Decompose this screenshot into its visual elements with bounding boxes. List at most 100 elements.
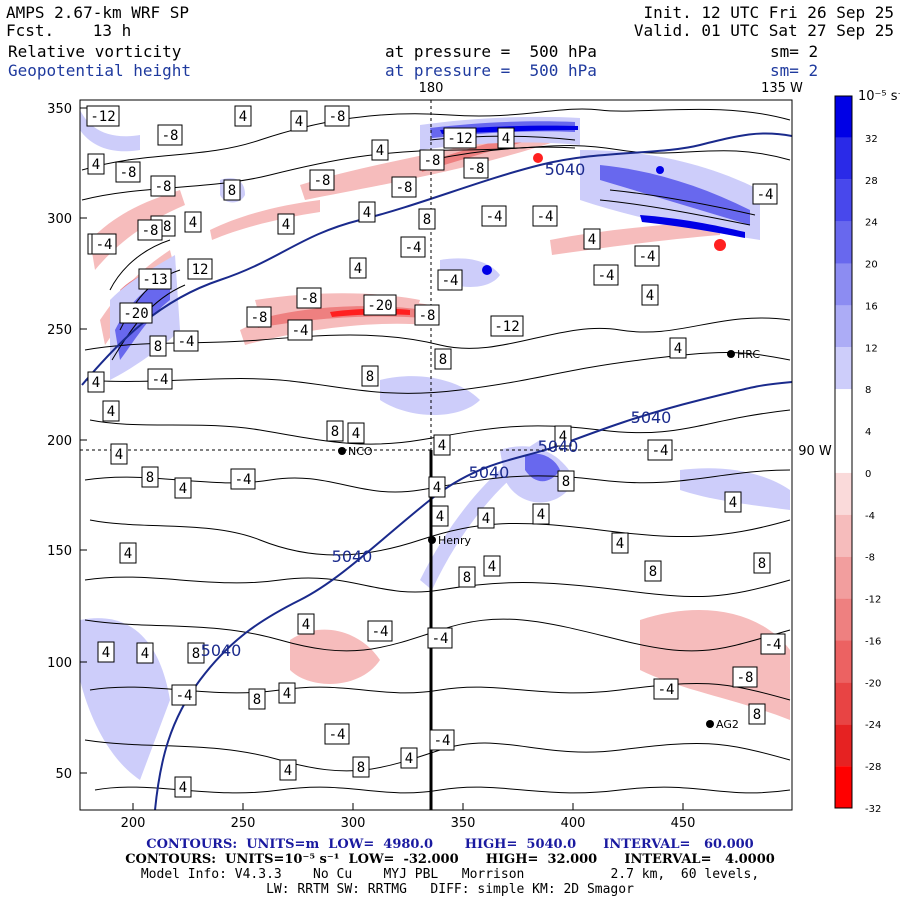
colorbar: 32 28 24 20 16 12 8 4 0 -4 -8 -12 -16 -20 -24 -28 -32 xyxy=(834,95,881,815)
colorbar-segment xyxy=(835,263,852,306)
forecast-hour: Fcst. 13 h xyxy=(6,21,132,40)
footer-vorticity-contours: CONTOURS: UNITS=10⁻⁵ s⁻¹ LOW= -32.000 HI… xyxy=(125,852,775,867)
svg-text:-20: -20 xyxy=(123,306,148,322)
vorticity-label: -20 xyxy=(119,302,153,324)
svg-text:8: 8 xyxy=(562,474,570,490)
svg-text:-4: -4 xyxy=(765,637,782,653)
vorticity-label: -13 xyxy=(138,268,172,290)
svg-text:-8: -8 xyxy=(155,179,172,195)
vorticity-label: 4 xyxy=(371,139,389,161)
svg-text:4: 4 xyxy=(354,261,362,277)
svg-text:4: 4 xyxy=(189,215,197,231)
field1-smoothing: sm= 2 xyxy=(770,42,819,61)
height-labels: 5040 5040 5040 5040 5040 5040 xyxy=(201,160,672,660)
svg-text:8: 8 xyxy=(758,556,766,572)
x-tick-label: 300 xyxy=(341,816,366,831)
vorticity-label: 4 xyxy=(554,425,572,447)
init-time: Init. 12 UTC Fri 26 Sep 25 xyxy=(643,3,894,22)
height-contour-label: 5040 xyxy=(469,463,510,482)
stations: HRC NCO Henry AG2 xyxy=(338,348,760,731)
vorticity-label: 12 xyxy=(187,258,213,280)
height-contour-label: 5040 xyxy=(332,547,373,566)
svg-text:-4: -4 xyxy=(372,624,389,640)
vorticity-label: -4 xyxy=(760,633,786,655)
colorbar-label: -28 xyxy=(865,762,881,773)
svg-text:4: 4 xyxy=(436,509,444,525)
vorticity-label: 8 xyxy=(361,365,379,387)
vorticity-label: 4 xyxy=(583,228,601,250)
colorbar-label: -16 xyxy=(865,636,881,647)
vorticity-label: -4 xyxy=(532,205,558,227)
vorticity-label: -8 xyxy=(419,149,445,171)
colorbar-unit: 10⁻⁵ s⁻¹ xyxy=(858,89,900,104)
svg-text:-4: -4 xyxy=(652,443,669,459)
lon-label-90w: 90 W xyxy=(798,444,832,459)
colorbar-label: 4 xyxy=(865,427,871,438)
svg-text:-4: -4 xyxy=(176,688,193,704)
svg-text:-4: -4 xyxy=(178,334,195,350)
svg-text:-4: -4 xyxy=(235,472,252,488)
vorticity-label: 4 xyxy=(297,613,315,635)
vorticity-label: 4 xyxy=(119,542,137,564)
vorticity-label: 4 xyxy=(110,443,128,465)
svg-text:8: 8 xyxy=(154,339,162,355)
svg-text:-20: -20 xyxy=(367,298,392,314)
svg-text:4: 4 xyxy=(482,511,490,527)
vorticity-label: -4 xyxy=(400,236,426,258)
x-tick-label: 450 xyxy=(671,816,696,831)
svg-text:4: 4 xyxy=(124,546,132,562)
colorbar-label: 24 xyxy=(865,218,878,229)
svg-text:8: 8 xyxy=(366,369,374,385)
svg-text:4: 4 xyxy=(729,495,737,511)
colorbar-segment xyxy=(835,724,852,767)
x-axis-ticks: 200 250 300 350 400 450 xyxy=(121,803,696,831)
svg-text:4: 4 xyxy=(102,645,110,661)
valid-time: Valid. 01 UTC Sat 27 Sep 25 xyxy=(633,21,894,40)
colorbar-segment xyxy=(835,347,852,390)
svg-text:-4: -4 xyxy=(434,733,451,749)
svg-text:4: 4 xyxy=(92,375,100,391)
vorticity-label: 4 xyxy=(234,105,252,127)
vorticity-label: -8 xyxy=(296,287,322,309)
vorticity-label: -4 xyxy=(647,439,673,461)
vorticity-label: 4 xyxy=(184,211,202,233)
colorbar-segment xyxy=(835,431,852,473)
vorticity-label: 8 xyxy=(352,756,370,778)
field2-name: Geopotential height xyxy=(8,61,192,80)
vorticity-label: -8 xyxy=(150,175,176,197)
y-axis-ticks: 350 300 250 200 150 100 50 xyxy=(47,102,87,782)
svg-text:-4: -4 xyxy=(405,240,422,256)
vorticity-label: 4 xyxy=(278,682,296,704)
colorbar-label: 0 xyxy=(865,469,871,480)
model-title: AMPS 2.67-km WRF SP xyxy=(6,3,190,22)
y-tick-label: 350 xyxy=(47,102,72,117)
vorticity-label: 4 xyxy=(97,641,115,663)
svg-text:-12: -12 xyxy=(447,131,472,147)
svg-text:4: 4 xyxy=(239,109,247,125)
x-tick-label: 200 xyxy=(121,816,146,831)
svg-text:-12: -12 xyxy=(494,319,519,335)
vorticity-label: -4 xyxy=(752,183,778,205)
svg-text:8: 8 xyxy=(423,212,431,228)
svg-text:4: 4 xyxy=(284,763,292,779)
svg-text:4: 4 xyxy=(559,429,567,445)
svg-text:-8: -8 xyxy=(142,223,159,239)
height-contour-label: 5040 xyxy=(545,160,586,179)
svg-text:-4: -4 xyxy=(486,209,503,225)
vorticity-label: 4 xyxy=(102,400,120,422)
svg-text:4: 4 xyxy=(646,288,654,304)
colorbar-segment xyxy=(835,766,852,808)
vorticity-label: 8 xyxy=(149,335,167,357)
colorbar-label: -32 xyxy=(865,804,881,815)
height-contour-label: 5040 xyxy=(538,437,579,456)
vorticity-label: -8 xyxy=(414,304,440,326)
colorbar-segment xyxy=(835,96,852,138)
svg-text:4: 4 xyxy=(616,536,624,552)
colorbar-segment xyxy=(835,556,852,599)
vorticity-label: -8 xyxy=(157,124,183,146)
vorticity-label: 4 xyxy=(611,532,629,554)
svg-text:-4: -4 xyxy=(658,682,675,698)
field2-smoothing: sm= 2 xyxy=(770,61,819,80)
lon-label-135w: 135 W xyxy=(761,81,803,96)
svg-text:-8: -8 xyxy=(120,165,137,181)
